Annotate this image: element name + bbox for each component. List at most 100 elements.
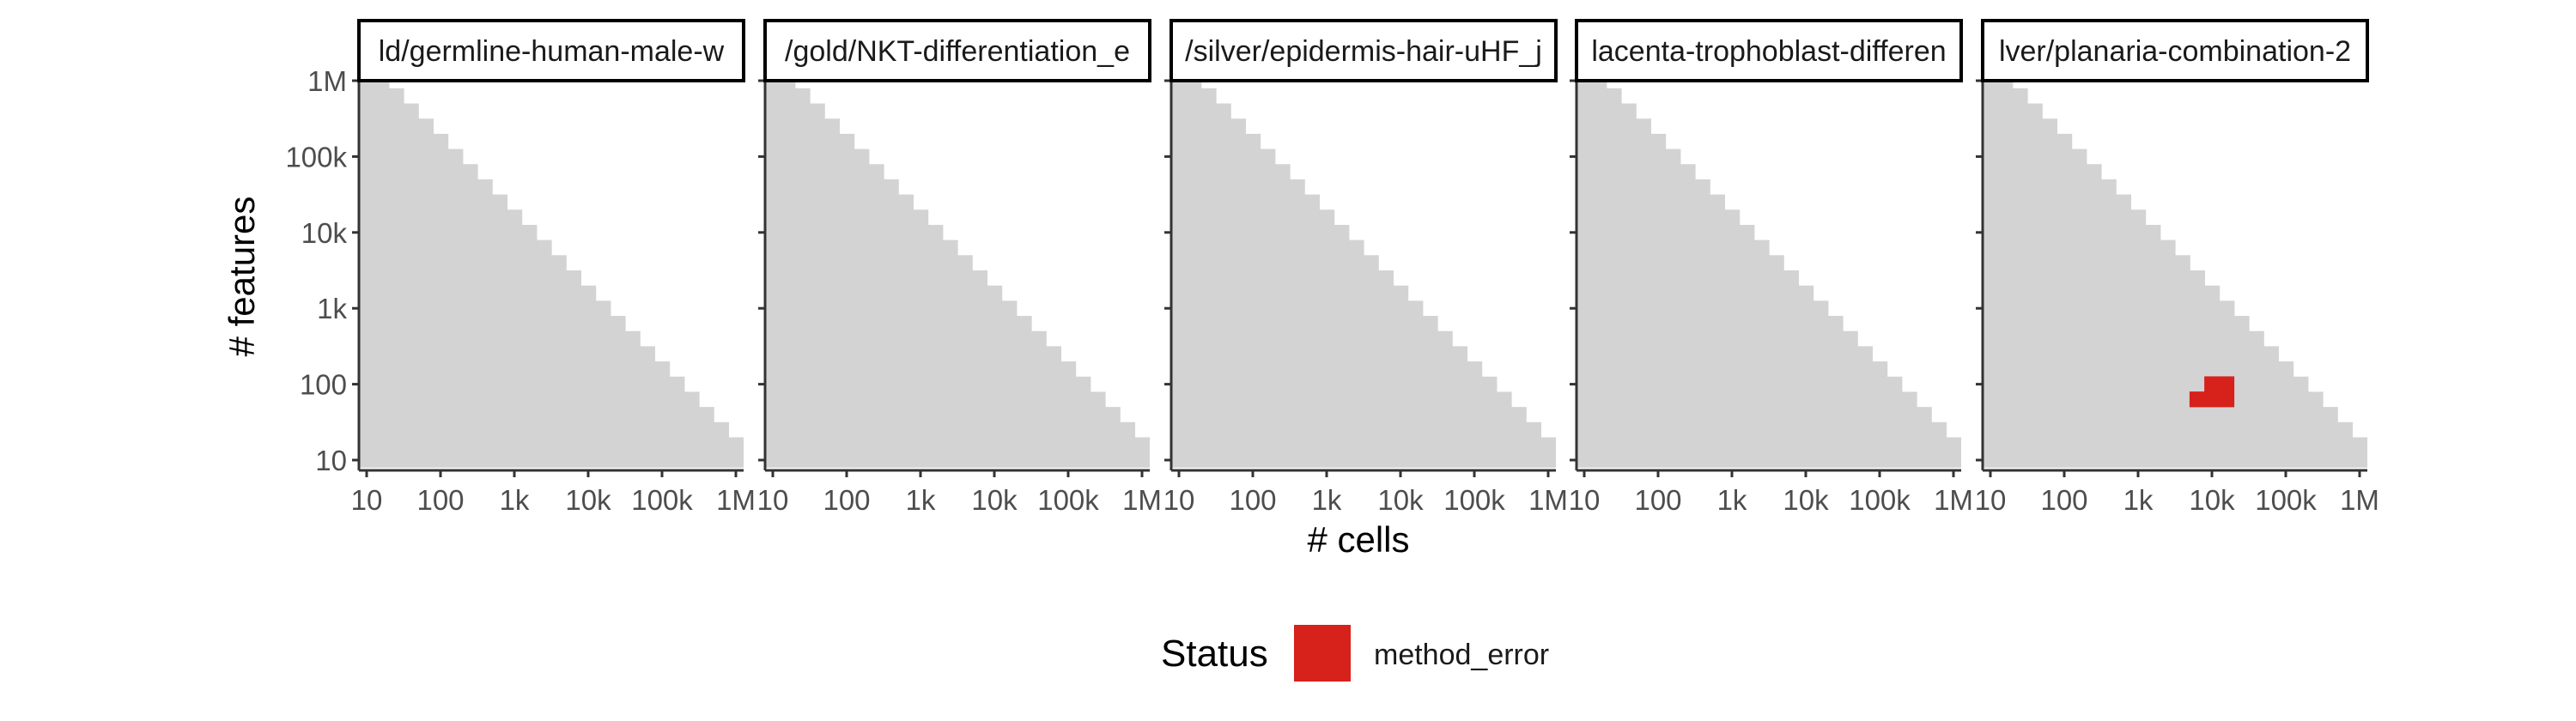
cell-method-error — [2204, 376, 2220, 392]
legend-swatch-method-error — [1294, 625, 1351, 682]
background-column — [1753, 239, 1770, 468]
x-tick-label: 10 — [1975, 484, 2007, 516]
background-column — [1591, 73, 1607, 468]
background-column — [1378, 270, 1394, 468]
background-column — [580, 285, 597, 468]
background-column — [1200, 88, 1217, 468]
background-column — [972, 270, 987, 468]
background-column — [433, 133, 449, 468]
legend: Status method_error — [1161, 625, 1549, 682]
panel-5: 10 100 1k 10k 100k 1M lver/planaria-combinatio… — [1975, 19, 2379, 516]
strip-box — [1170, 19, 1558, 82]
background-column — [1001, 300, 1018, 468]
legend-title: Status — [1161, 633, 1268, 675]
background-column — [669, 376, 685, 468]
background-column — [536, 239, 552, 468]
background-column — [1274, 164, 1291, 468]
background-column — [1467, 361, 1483, 468]
background-column — [418, 118, 434, 468]
background-column — [359, 70, 375, 468]
background-column — [2086, 164, 2102, 468]
background-column — [1171, 70, 1188, 468]
cell-method-error — [2204, 391, 2220, 408]
background-column — [1481, 376, 1498, 468]
background-column — [2145, 224, 2161, 468]
strip-box — [357, 19, 745, 82]
background-column — [714, 421, 729, 468]
background-column — [1724, 209, 1741, 468]
x-tick-label: 1M — [1122, 484, 1162, 516]
background-column — [2071, 148, 2087, 468]
background-column — [1621, 103, 1637, 468]
background-column — [1946, 437, 1961, 468]
x-tick-label: 10k — [1377, 484, 1424, 516]
background-column — [1407, 300, 1424, 468]
panel-2: 10 100 1k 10k 100k 1M/gold/NKT-differentiatio… — [757, 19, 1162, 516]
background-region — [1983, 70, 2367, 468]
background-column — [2233, 316, 2250, 468]
background-column — [625, 330, 641, 468]
y-tick-label: 1k — [317, 293, 347, 324]
background-column — [1739, 224, 1755, 468]
background-column — [1901, 391, 1917, 468]
background-region — [1577, 70, 1961, 468]
background-column — [2130, 209, 2147, 468]
background-column — [1290, 179, 1305, 468]
background-column — [566, 270, 581, 468]
background-column — [1843, 330, 1858, 468]
background-column — [913, 209, 929, 468]
background-column — [1105, 407, 1121, 468]
x-tick-label: 1M — [1934, 484, 1973, 516]
background-column — [595, 300, 611, 468]
background-column — [1983, 70, 1999, 468]
background-column — [1260, 148, 1276, 468]
background-column — [1230, 118, 1246, 468]
panel-1: 10 100 1k 10k 100k 1M 10 100 1k 10k 100k 1M ld/germl… — [285, 19, 756, 516]
background-column — [1120, 421, 1135, 468]
background-column — [1304, 194, 1320, 468]
background-column — [1245, 133, 1261, 468]
panel-3: 10 100 1k 10k 100k 1M/silver/epidermis-hair-u… — [1163, 19, 1568, 516]
x-tick-label: 100k — [1849, 484, 1911, 516]
background-column — [699, 407, 714, 468]
background-column — [1769, 255, 1784, 468]
background-column — [957, 255, 973, 468]
background-column — [839, 133, 855, 468]
background-column — [1364, 255, 1379, 468]
background-column — [1827, 316, 1844, 468]
background-column — [1783, 270, 1799, 468]
background-column — [898, 194, 914, 468]
background-column — [1798, 285, 1814, 468]
background-column — [2101, 179, 2117, 468]
background-column — [1931, 421, 1947, 468]
background-column — [1319, 209, 1335, 468]
background-column — [2012, 88, 2028, 468]
background-column — [1857, 346, 1873, 468]
background-column — [1216, 103, 1231, 468]
strip-label: /gold/NKT-differentiation_e — [785, 35, 1130, 68]
background-column — [1031, 330, 1047, 468]
background-column — [388, 88, 404, 468]
background-column — [1636, 118, 1651, 468]
background-column — [507, 209, 523, 468]
background-column — [1452, 346, 1467, 468]
x-tick-label: 100k — [2255, 484, 2317, 516]
background-column — [2307, 391, 2324, 468]
background-column — [1540, 437, 1556, 468]
panels-layer: 10 100 1k 10k 100k 1M101001k10k100k1Mld/germl… — [285, 19, 2379, 516]
x-tick-label: 1k — [1312, 484, 1342, 516]
background-column — [683, 391, 700, 468]
background-column — [1886, 376, 1903, 468]
background-column — [780, 73, 796, 468]
background-column — [884, 179, 899, 468]
x-tick-label: 10k — [565, 484, 611, 516]
background-column — [2293, 376, 2309, 468]
x-tick-label: 100 — [1634, 484, 1681, 516]
x-tick-label: 1M — [2340, 484, 2379, 516]
background-column — [1917, 407, 1932, 468]
x-tick-label: 1k — [1717, 484, 1747, 516]
x-tick-label: 100 — [2040, 484, 2087, 516]
x-tick-label: 100 — [823, 484, 870, 516]
cell-method-error — [2219, 391, 2235, 408]
background-region — [765, 70, 1150, 468]
